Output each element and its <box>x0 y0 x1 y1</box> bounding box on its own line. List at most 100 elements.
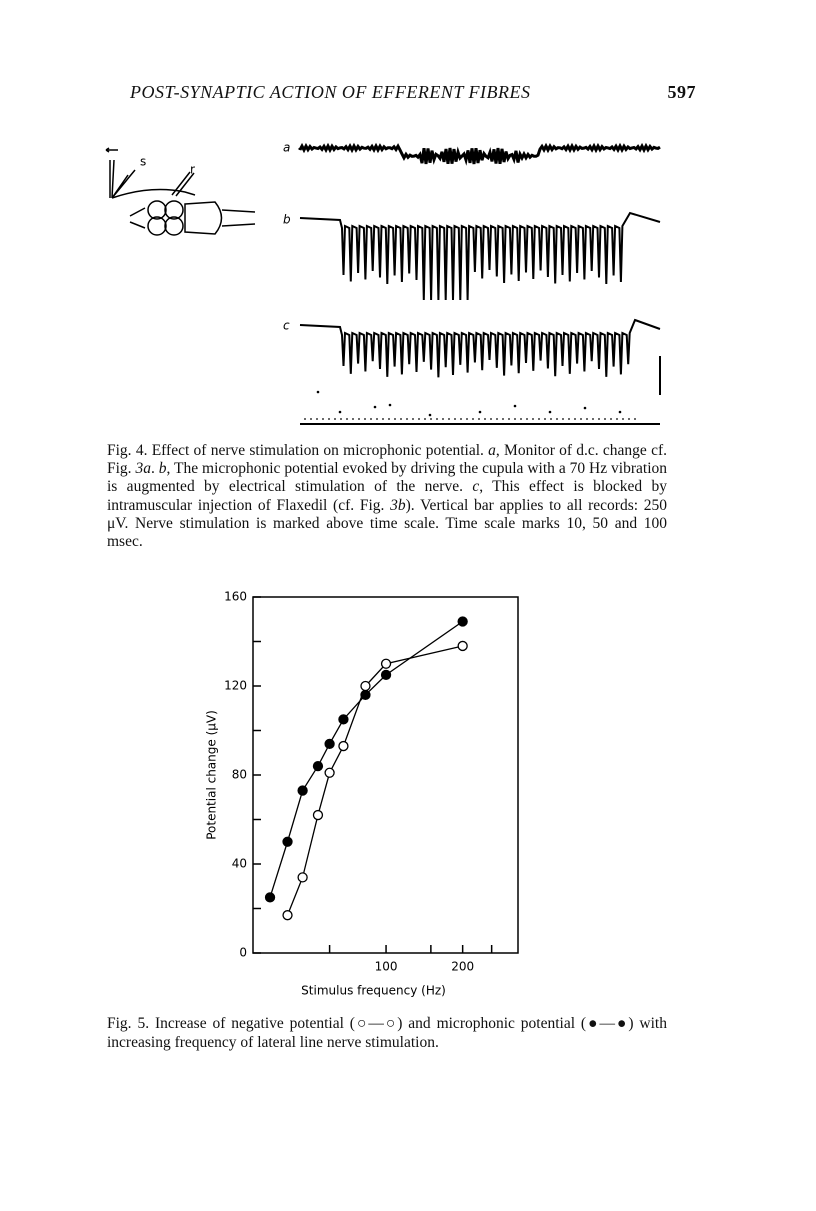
stim-dot <box>478 410 482 414</box>
x-tick-label: 200 <box>451 960 474 974</box>
data-point <box>457 616 468 627</box>
time-mark <box>586 418 588 420</box>
caption-text: , This effect is blocked by intramuscula… <box>107 478 667 514</box>
stim-dot <box>338 410 342 414</box>
data-point <box>338 714 349 725</box>
caption-text: 3b <box>390 496 406 514</box>
nerve <box>111 188 196 199</box>
time-mark <box>304 418 306 420</box>
time-mark <box>382 418 384 420</box>
time-mark <box>394 418 396 420</box>
y-tick-label: 120 <box>224 679 247 693</box>
time-mark <box>580 418 582 420</box>
time-mark <box>352 418 354 420</box>
y-tick-label: 0 <box>239 946 247 960</box>
time-mark <box>370 418 372 420</box>
data-point <box>297 785 308 796</box>
figure-4-caption: Fig. 4. Effect of nerve stimulation on m… <box>107 442 667 551</box>
time-mark <box>634 418 636 420</box>
arrow <box>105 147 118 153</box>
caption-text: , The microphonic potential evoked by dr… <box>107 460 667 496</box>
stim-dot <box>583 406 587 410</box>
time-mark <box>568 418 570 420</box>
electrode-r <box>171 171 195 197</box>
time-mark <box>532 418 534 420</box>
trace-a <box>298 142 661 166</box>
head <box>184 201 223 235</box>
caption-text: 3a <box>135 460 151 478</box>
time-mark <box>436 418 438 420</box>
time-mark <box>556 418 558 420</box>
data-point <box>338 740 349 752</box>
time-mark <box>592 418 594 420</box>
panel-label: b <box>283 213 291 227</box>
time-mark <box>424 418 426 420</box>
panel-label: c <box>283 319 290 333</box>
eye <box>147 200 167 220</box>
header-title: POST-SYNAPTIC ACTION OF EFFERENT FIBRES <box>130 82 531 102</box>
time-mark <box>430 418 432 420</box>
time-mark <box>622 418 624 420</box>
stim-dot <box>428 413 432 417</box>
eye <box>164 216 184 236</box>
data-point <box>380 658 392 669</box>
running-header: POST-SYNAPTIC ACTION OF EFFERENT FIBRES … <box>130 82 696 103</box>
time-mark <box>484 418 486 420</box>
data-point <box>297 872 308 883</box>
time-mark <box>400 418 402 420</box>
time-mark <box>520 418 522 420</box>
chart: 0 40 80 120 160 100 200 Stimulus frequency (Hz)… <box>205 590 519 998</box>
time-mark <box>610 418 612 420</box>
time-mark <box>616 418 618 420</box>
time-mark <box>448 418 450 420</box>
data-point <box>457 640 468 652</box>
time-mark <box>442 418 444 420</box>
page-number: 597 <box>667 82 696 102</box>
electrode <box>109 159 136 199</box>
time-mark <box>376 418 378 420</box>
data-point <box>360 680 371 692</box>
time-mark <box>472 418 474 420</box>
data-point <box>312 760 324 772</box>
time-mark <box>514 418 516 420</box>
time-mark <box>562 418 564 420</box>
time-mark <box>358 418 360 420</box>
y-axis-label: Potential change (μV) <box>205 710 219 840</box>
y-tick-label: 40 <box>232 857 247 871</box>
diagram-label: s <box>140 155 146 169</box>
time-mark <box>412 418 414 420</box>
time-mark <box>526 418 528 420</box>
time-mark <box>466 418 468 420</box>
time-mark <box>388 418 390 420</box>
time-mark <box>538 418 540 420</box>
caption-text: , Monitor of d.c. change cf. Fig. <box>107 442 667 478</box>
plot-frame <box>252 596 519 954</box>
time-mark <box>496 418 498 420</box>
time-mark <box>490 418 492 420</box>
data-point <box>312 809 324 821</box>
eye <box>164 200 184 220</box>
data-point <box>264 892 276 903</box>
stim-dot <box>388 403 392 407</box>
data-point <box>324 767 335 778</box>
time-mark <box>508 418 510 420</box>
time-mark <box>364 418 366 420</box>
time-mark <box>454 418 456 420</box>
series-line <box>269 620 464 898</box>
time-mark <box>598 418 600 420</box>
panel-label: a <box>283 141 290 155</box>
time-mark <box>328 418 330 420</box>
stim-dot <box>618 410 622 414</box>
y-tick-label: 80 <box>232 768 247 782</box>
diagram-label: r <box>190 163 195 177</box>
data-point <box>324 738 335 749</box>
time-mark <box>550 418 552 420</box>
caption-text: ). Vertical bar applies to all records: … <box>107 496 667 551</box>
data-point <box>282 910 293 921</box>
time-mark <box>460 418 462 420</box>
caption-text: Fig. 4. Effect of nerve stimulation on m… <box>107 442 489 459</box>
figure-5-caption: Fig. 5. Increase of negative potential (… <box>107 1015 667 1051</box>
body <box>129 207 146 229</box>
